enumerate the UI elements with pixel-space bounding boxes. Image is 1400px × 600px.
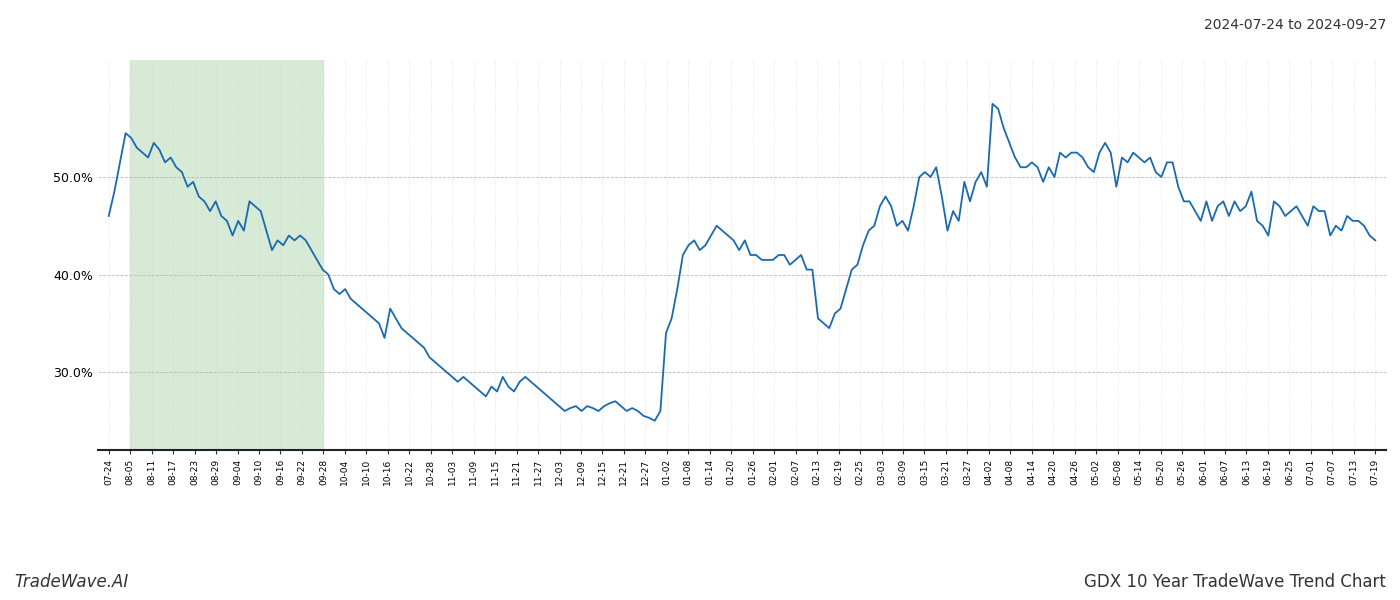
- Text: 2024-07-24 to 2024-09-27: 2024-07-24 to 2024-09-27: [1204, 18, 1386, 32]
- Bar: [130, 60, 323, 450]
- Text: GDX 10 Year TradeWave Trend Chart: GDX 10 Year TradeWave Trend Chart: [1084, 573, 1386, 591]
- Text: TradeWave.AI: TradeWave.AI: [14, 573, 129, 591]
